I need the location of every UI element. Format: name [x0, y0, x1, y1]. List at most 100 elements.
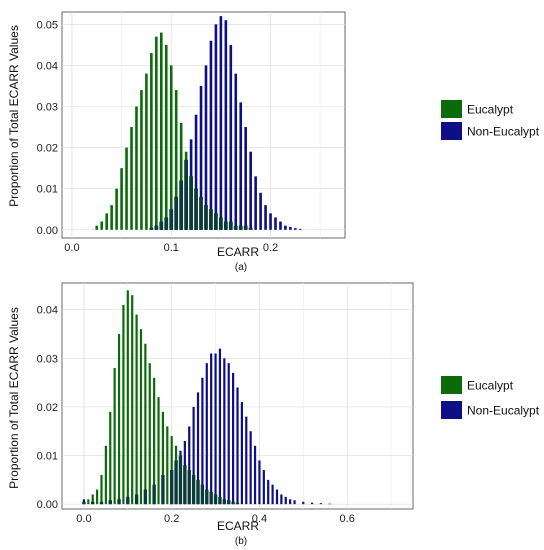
bar-eucalypt [109, 411, 112, 505]
bar-non-eucalypt [284, 225, 287, 230]
y-tick-labels-a: 0.00 0.01 0.02 0.03 0.04 0.05 [37, 19, 58, 236]
y-tick-labels-b: 0.00 0.01 0.02 0.03 0.04 [37, 305, 58, 511]
bar-overlap [169, 209, 174, 230]
chart-panel-a: 0.00 0.01 0.02 0.03 0.04 0.05 0.0 0.1 0.2 ECARR… [37, 11, 540, 273]
bar-non-eucalypt [319, 503, 322, 505]
bar-eucalypt [150, 53, 153, 230]
bar-overlap [161, 474, 165, 505]
legend-label-non-eucalypt-a: Non-Eucalypt [467, 125, 540, 139]
caption-b: (b) [235, 536, 247, 547]
bar-non-eucalypt [289, 226, 292, 230]
bar-overlap [126, 496, 130, 505]
bar-eucalypt [96, 489, 99, 505]
bar-eucalypt [140, 90, 143, 230]
legend-label-eucalypt-b: Eucalypt [467, 379, 514, 393]
bar-overlap [164, 217, 169, 230]
bar-eucalypt [91, 494, 94, 505]
y-axis-label-b: Proportion of Total ECARR Values [7, 307, 21, 489]
bar-eucalypt [125, 147, 128, 230]
y-axis-label-a: Proportion of Total ECARR Values [7, 25, 21, 207]
plot-area-a [61, 11, 346, 239]
bar-non-eucalypt [253, 445, 257, 505]
bar-eucalypt [135, 314, 138, 505]
bar-non-eucalypt [258, 460, 261, 505]
bar-overlap [194, 188, 198, 230]
bar-eucalypt [110, 205, 113, 230]
bar-eucalypt [144, 343, 147, 505]
bar-eucalypt [166, 426, 169, 505]
bar-eucalypt [164, 44, 168, 230]
bar-non-eucalypt [240, 402, 243, 505]
bar-non-eucalypt [201, 377, 204, 505]
bar-overlap [82, 501, 86, 505]
bar-eucalypt [105, 213, 108, 230]
bar-overlap [134, 494, 139, 505]
bar-overlap [179, 180, 184, 230]
y-tick-label: 0.04 [37, 60, 58, 72]
y-tick-label: 0.04 [37, 305, 58, 317]
bar-overlap [91, 501, 95, 505]
y-tick-label: 0.03 [37, 353, 58, 365]
bar-overlap [238, 225, 243, 230]
bar-non-eucalypt [239, 102, 243, 230]
bar-eucalypt [135, 106, 138, 230]
bar-non-eucalypt [227, 363, 230, 505]
bar-eucalypt [139, 329, 143, 505]
y-tick-label: 0.00 [37, 499, 58, 511]
bar-non-eucalypt [264, 205, 267, 230]
bar-non-eucalypt [284, 496, 287, 505]
bar-eucalypt [104, 445, 107, 505]
y-tick-label: 0.01 [37, 451, 58, 463]
bar-eucalypt [179, 122, 183, 230]
bar-eucalypt [100, 474, 103, 505]
bar-eucalypt [160, 32, 163, 230]
bar-overlap [223, 221, 228, 230]
bar-eucalypt [131, 295, 134, 505]
bar-overlap [199, 196, 203, 230]
bar-non-eucalypt [218, 348, 222, 505]
chart-panel-b: 0.000.010.020.030.04 0.0 0.2 0.4 0.6 ECARR … [37, 282, 540, 547]
bar-overlap [235, 502, 240, 505]
bar-non-eucalypt [188, 426, 191, 505]
bar-eucalypt [174, 90, 178, 230]
bar-overlap [159, 221, 164, 230]
legend-swatch-non-eucalypt-a [441, 122, 462, 140]
bar-overlap [209, 491, 213, 505]
bars-b [82, 290, 331, 505]
bar-eucalypt [126, 290, 129, 505]
bar-non-eucalypt [204, 65, 208, 230]
bar-non-eucalypt [192, 406, 195, 505]
bar-eucalypt [148, 363, 151, 505]
bar-non-eucalypt [244, 127, 247, 230]
bar-overlap [184, 159, 189, 230]
bar-overlap [169, 470, 174, 505]
y-tick-label: 0.01 [37, 184, 58, 196]
bar-overlap [243, 225, 248, 230]
bar-overlap [218, 217, 223, 230]
bar-eucalypt [120, 168, 123, 230]
x-tick-label: 0.6 [340, 513, 355, 525]
bar-non-eucalypt [280, 494, 283, 505]
bar-eucalypt [117, 334, 121, 505]
bar-non-eucalypt [224, 20, 228, 230]
bar-overlap [205, 489, 209, 505]
bar-non-eucalypt [194, 114, 198, 230]
bar-non-eucalypt [310, 502, 314, 505]
legend-label-eucalypt-a: Eucalypt [467, 103, 514, 117]
bar-non-eucalypt [275, 489, 279, 505]
x-axis-label-a: ECARR [217, 245, 259, 259]
bar-non-eucalypt [249, 431, 252, 505]
bar-non-eucalypt [205, 363, 208, 505]
x-tick-label: 0.2 [263, 242, 278, 254]
legend-swatch-eucalypt-b [441, 376, 462, 394]
bar-overlap [227, 500, 231, 505]
bar-eucalypt [155, 36, 158, 230]
y-tick-label: 0.03 [37, 102, 58, 114]
bar-non-eucalypt [209, 40, 213, 230]
bar-overlap [178, 455, 183, 505]
y-tick-label: 0.02 [37, 143, 58, 155]
x-tick-label: 0.0 [76, 513, 91, 525]
y-tick-label: 0.02 [37, 402, 58, 414]
bar-overlap [209, 209, 213, 230]
